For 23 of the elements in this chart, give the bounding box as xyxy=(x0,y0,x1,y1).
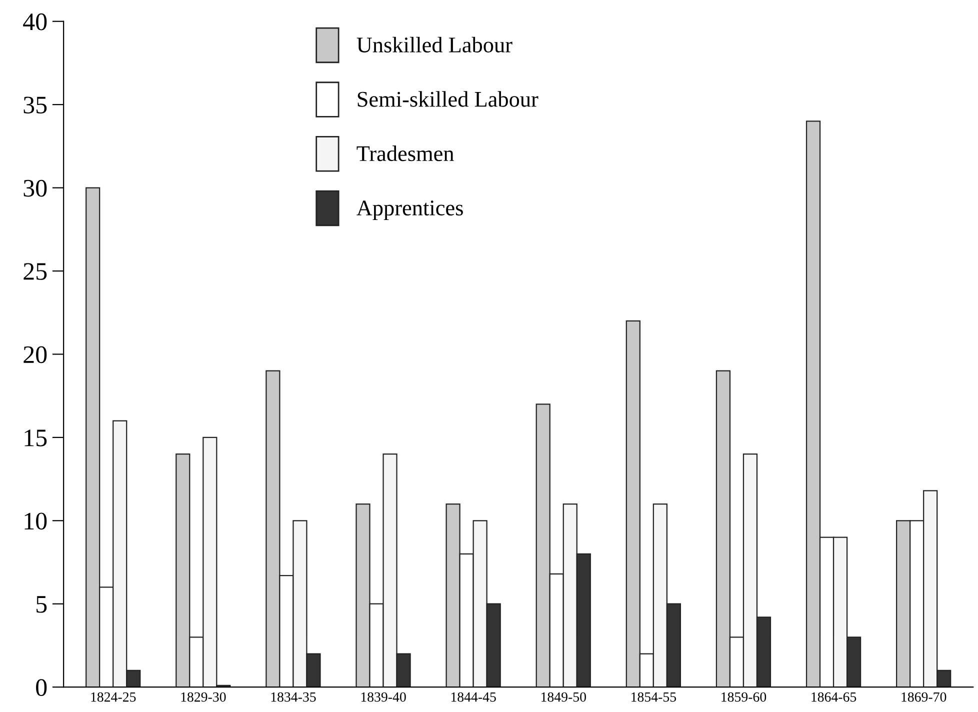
y-tick-label: 40 xyxy=(23,13,47,30)
x-tick-label: 1854-55 xyxy=(631,692,676,702)
y-tick-label: 0 xyxy=(36,679,47,696)
legend-label: Tradesmen xyxy=(356,146,454,162)
legend-label: Semi-skilled Labour xyxy=(358,91,538,107)
legend-label: Apprentices xyxy=(356,200,463,220)
x-tick-label: 1824-25 xyxy=(91,692,136,702)
y-tick-label: 20 xyxy=(24,346,47,364)
x-tick-label: 1869-70 xyxy=(902,692,946,702)
x-tick-label: 1849-50 xyxy=(541,692,586,702)
x-tick-label: 1844-45 xyxy=(451,692,496,702)
x-tick-label: 1859-60 xyxy=(722,692,766,702)
y-tick-label: 5 xyxy=(36,596,47,613)
x-tick-label: 1864-65 xyxy=(812,692,856,702)
x-tick-label: 1834-35 xyxy=(271,692,316,702)
y-tick-label: 35 xyxy=(24,96,47,114)
y-tick-label: 15 xyxy=(24,430,47,446)
y-tick-label: 30 xyxy=(24,180,47,197)
y-tick-label: 25 xyxy=(24,263,47,280)
x-tick-label: 1839-40 xyxy=(361,692,406,702)
x-tick-label: 1829-30 xyxy=(181,692,226,702)
legend-label: Unskilled Labour xyxy=(356,36,512,52)
y-tick-label: 10 xyxy=(24,512,47,530)
